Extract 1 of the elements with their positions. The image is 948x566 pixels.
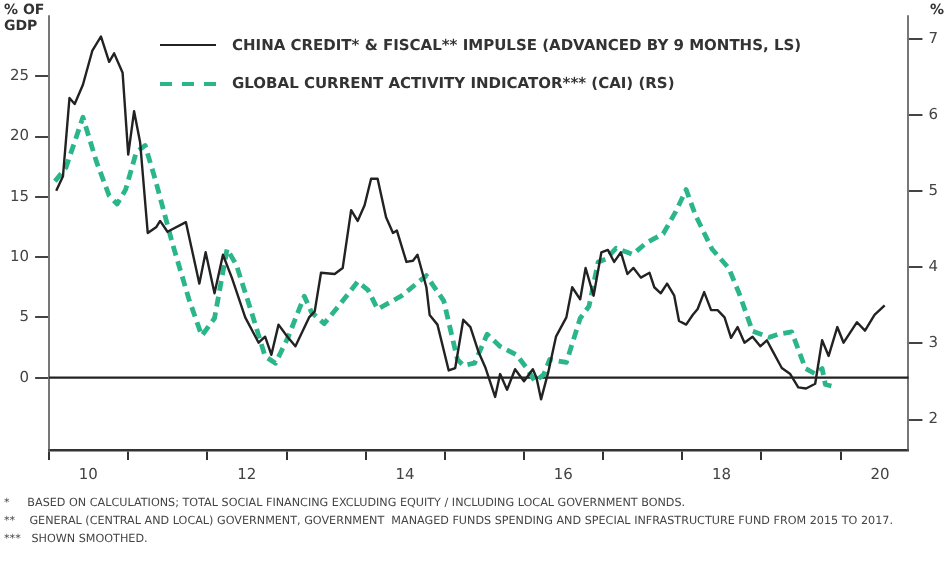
line-series bbox=[52, 114, 835, 389]
